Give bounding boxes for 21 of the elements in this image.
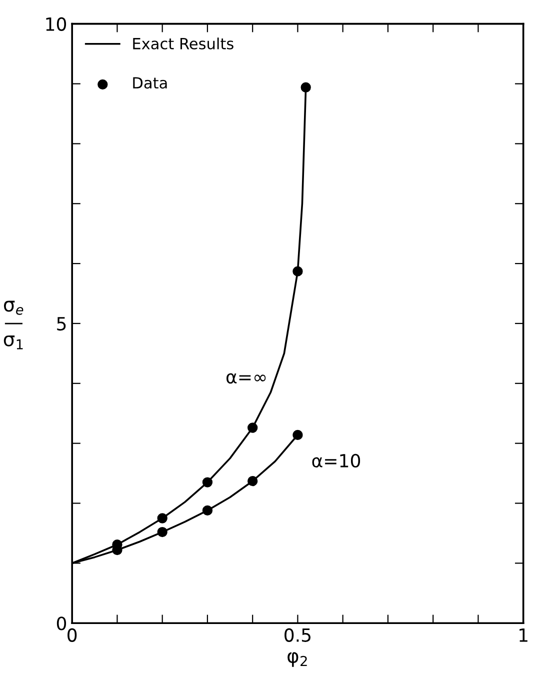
point <box>247 422 258 433</box>
point <box>157 513 168 524</box>
annotation: α=10 <box>312 454 360 468</box>
x-axis-title: φ$_{2}$ <box>288 652 307 667</box>
point <box>300 82 311 92</box>
y-axis-title: σ$_{e}$ — σ$_{1}$ <box>4 300 24 350</box>
point <box>292 430 303 440</box>
point <box>292 266 303 276</box>
y-tick-label: 0 <box>56 616 66 630</box>
legend-label: Data <box>133 77 167 89</box>
legend-label: Exact Results <box>133 38 234 50</box>
x-tick-label: 1 <box>520 628 528 642</box>
point <box>202 505 213 516</box>
annotation: α=∞ <box>226 373 266 384</box>
point <box>157 526 168 538</box>
point <box>202 477 213 488</box>
y-tick-label: 10 <box>46 17 66 31</box>
x-tick-label: 0 <box>68 628 77 642</box>
x-tick-label: 0.5 <box>284 628 310 642</box>
y-tick-label: 5 <box>57 317 66 331</box>
point <box>247 476 258 486</box>
